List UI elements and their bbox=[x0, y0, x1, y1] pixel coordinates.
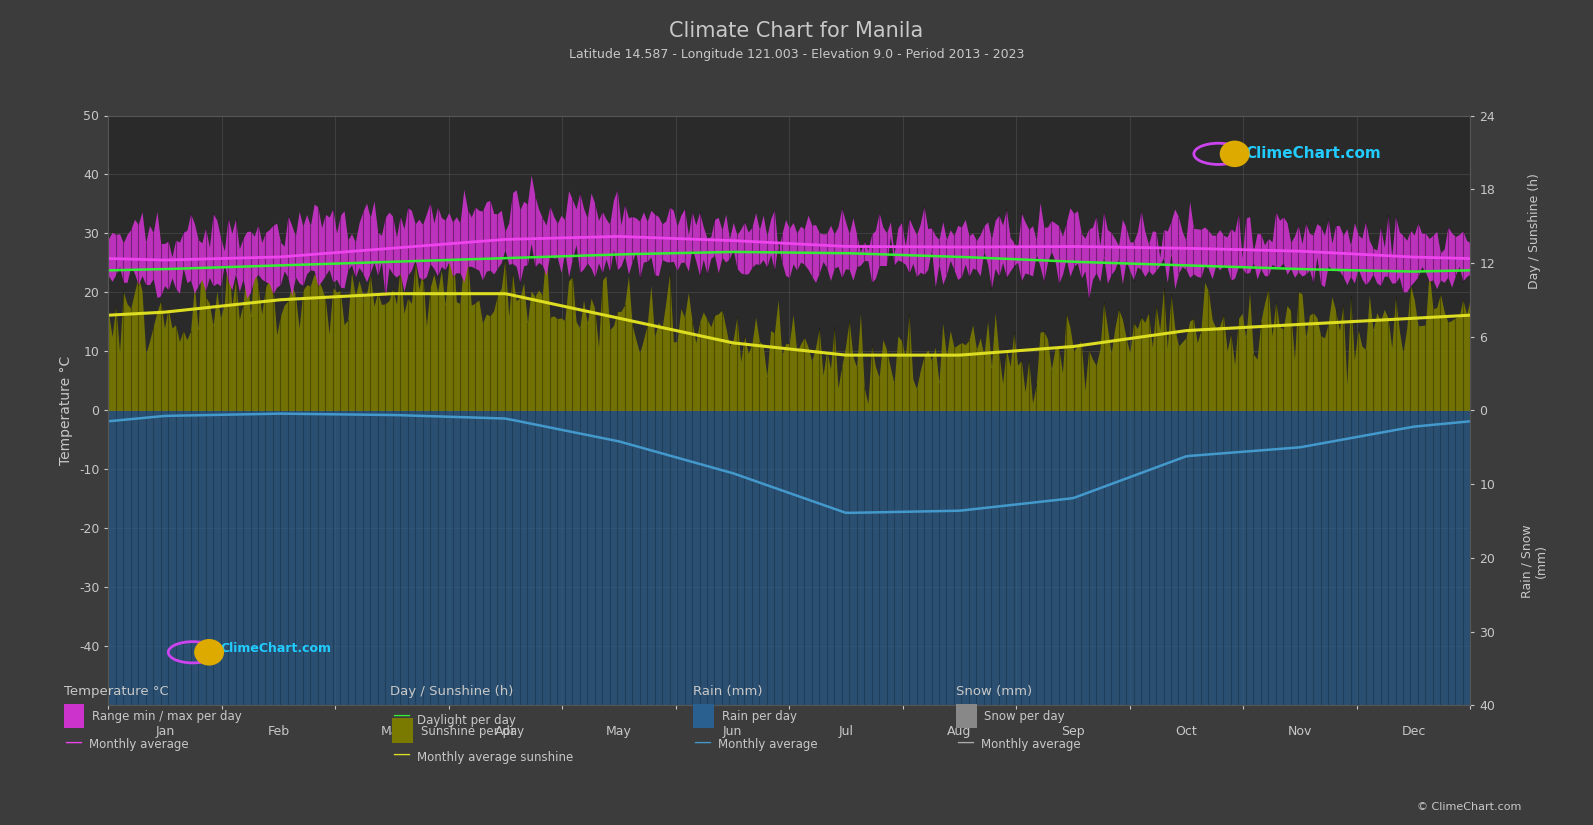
Text: May: May bbox=[607, 725, 632, 738]
Ellipse shape bbox=[1220, 140, 1249, 167]
Text: Mar: Mar bbox=[381, 725, 405, 738]
Text: Day / Sunshine (h): Day / Sunshine (h) bbox=[1528, 173, 1540, 289]
Text: Apr: Apr bbox=[495, 725, 516, 738]
Text: Sunshine per day: Sunshine per day bbox=[421, 725, 524, 738]
Text: Daylight per day: Daylight per day bbox=[417, 714, 516, 727]
Text: Range min / max per day: Range min / max per day bbox=[92, 710, 242, 724]
Text: —: — bbox=[392, 745, 409, 763]
Text: Nov: Nov bbox=[1287, 725, 1313, 738]
Text: ClimeChart.com: ClimeChart.com bbox=[220, 643, 331, 655]
Text: Rain / Snow
(mm): Rain / Snow (mm) bbox=[1520, 524, 1548, 598]
Text: Temperature °C: Temperature °C bbox=[64, 686, 169, 699]
Text: —: — bbox=[956, 733, 973, 751]
Text: Dec: Dec bbox=[1402, 725, 1426, 738]
Ellipse shape bbox=[194, 639, 225, 666]
Text: —: — bbox=[392, 706, 409, 724]
Text: Rain (mm): Rain (mm) bbox=[693, 686, 763, 699]
Text: Day / Sunshine (h): Day / Sunshine (h) bbox=[390, 686, 513, 699]
Text: Feb: Feb bbox=[268, 725, 290, 738]
Text: Monthly average: Monthly average bbox=[89, 738, 190, 752]
Text: Latitude 14.587 - Longitude 121.003 - Elevation 9.0 - Period 2013 - 2023: Latitude 14.587 - Longitude 121.003 - El… bbox=[569, 48, 1024, 61]
Text: © ClimeChart.com: © ClimeChart.com bbox=[1416, 802, 1521, 812]
Text: Oct: Oct bbox=[1176, 725, 1198, 738]
Text: Snow per day: Snow per day bbox=[984, 710, 1066, 724]
Text: Climate Chart for Manila: Climate Chart for Manila bbox=[669, 21, 924, 41]
Text: Rain per day: Rain per day bbox=[722, 710, 796, 724]
Text: Monthly average: Monthly average bbox=[718, 738, 819, 752]
Text: Monthly average: Monthly average bbox=[981, 738, 1082, 752]
Text: Monthly average sunshine: Monthly average sunshine bbox=[417, 751, 573, 764]
Text: Sep: Sep bbox=[1061, 725, 1085, 738]
Text: Aug: Aug bbox=[948, 725, 972, 738]
Text: Jun: Jun bbox=[723, 725, 742, 738]
Text: —: — bbox=[693, 733, 710, 751]
Text: ClimeChart.com: ClimeChart.com bbox=[1246, 146, 1381, 162]
Y-axis label: Temperature °C: Temperature °C bbox=[59, 356, 73, 465]
Text: Jan: Jan bbox=[156, 725, 175, 738]
Text: Snow (mm): Snow (mm) bbox=[956, 686, 1032, 699]
Text: Jul: Jul bbox=[838, 725, 854, 738]
Text: —: — bbox=[64, 733, 81, 751]
